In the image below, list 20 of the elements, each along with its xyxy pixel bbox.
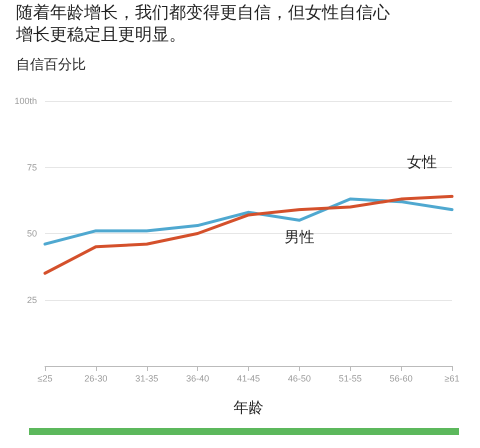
x-tick-label: 56-60: [390, 374, 413, 384]
x-tick-label: 31-35: [135, 374, 158, 384]
chart-subtitle: 自信百分比: [16, 56, 86, 74]
y-tick-label: 75: [26, 162, 37, 172]
x-tick-label: 41-45: [236, 374, 260, 384]
x-axis-title: 年龄: [234, 398, 264, 416]
x-tick-label: 26-30: [84, 374, 108, 384]
x-tick-label: 46-50: [288, 374, 311, 384]
x-tick-label: 51-55: [338, 374, 362, 384]
chart-title: 随着年龄增长，我们都变得更自信，但女性自信心增长更稳定且更明显。: [16, 2, 391, 46]
y-tick-label: 25: [26, 294, 37, 305]
series-label: 男性: [284, 228, 314, 246]
y-tick-label: 100th: [14, 96, 37, 106]
x-tick-label: ≥61: [444, 374, 460, 384]
line-series: [44, 194, 454, 275]
series-label: 女性: [407, 152, 437, 171]
x-tick-label: ≤25: [38, 374, 52, 384]
line-series: [44, 198, 454, 246]
y-tick-label: 50: [26, 228, 37, 238]
x-tick-label: 36-40: [186, 374, 210, 384]
